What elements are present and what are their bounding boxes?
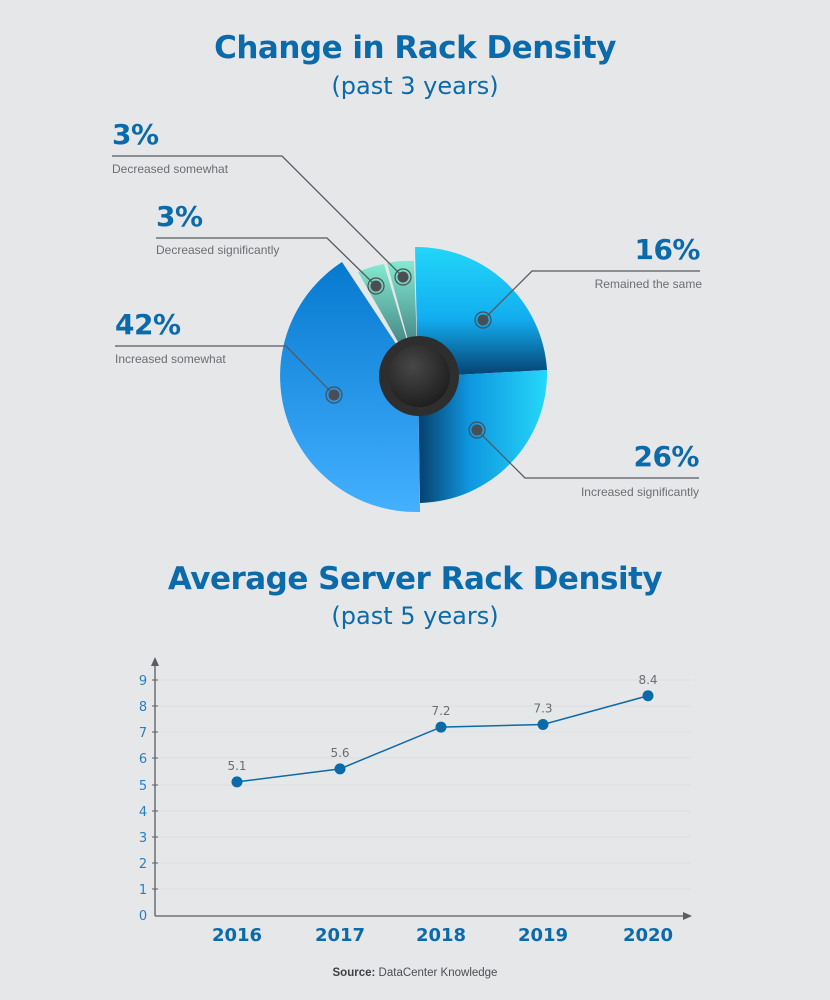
pct-increased-significantly: 26% — [633, 440, 699, 473]
line-chart-subtitle: (past 5 years) — [331, 602, 499, 630]
label-increased-significantly: Increased significantly — [580, 485, 699, 499]
source-note: Source: DataCenter Knowledge — [0, 967, 830, 979]
y-tick-label: 2 — [139, 857, 147, 872]
data-point — [435, 721, 447, 733]
pct-remained-same: 16% — [634, 233, 700, 266]
pie-chart-title: Change in Rack Density — [214, 30, 616, 66]
x-axis-arrow-icon — [683, 912, 692, 920]
y-tick-label: 6 — [139, 752, 147, 767]
x-tick-label: 2020 — [623, 925, 673, 946]
source-label: Source: — [332, 967, 376, 979]
hub-center — [388, 345, 450, 407]
label-decreased-significantly: Decreased significantly — [156, 243, 280, 257]
label-remained-same: Remained the same — [594, 277, 702, 291]
source-text: DataCenter Knowledge — [378, 967, 498, 979]
data-point-label: 5.6 — [330, 746, 349, 760]
pie-chart-subtitle: (past 3 years) — [331, 72, 499, 100]
line-chart: 0 1 2 3 4 5 6 7 8 9 5.1 5.6 7.2 7.3 8.4 2016… — [139, 657, 692, 946]
label-increased-somewhat: Increased somewhat — [115, 352, 226, 366]
pct-decreased-significantly: 3% — [156, 200, 203, 233]
y-tick-label: 0 — [139, 909, 147, 924]
x-tick-label: 2017 — [315, 925, 365, 946]
x-tick-label: 2019 — [518, 925, 568, 946]
y-tick-label: 5 — [139, 779, 147, 794]
pct-decreased-somewhat: 3% — [112, 118, 159, 151]
x-tick-label: 2018 — [416, 925, 466, 946]
label-decreased-somewhat: Decreased somewhat — [112, 162, 229, 176]
line-chart-title: Average Server Rack Density — [167, 561, 663, 597]
data-point-label: 7.2 — [431, 704, 450, 718]
slice-increased-somewhat — [280, 262, 420, 513]
data-point-label: 8.4 — [638, 673, 657, 687]
y-tick-label: 3 — [139, 831, 147, 846]
data-point — [642, 690, 654, 702]
pct-increased-somewhat: 42% — [115, 308, 181, 341]
y-tick-label: 9 — [139, 674, 147, 689]
y-axis-arrow-icon — [151, 657, 159, 666]
y-tick-label: 1 — [139, 883, 147, 898]
slice-markers — [325, 268, 492, 439]
data-point — [537, 718, 549, 730]
data-point — [334, 763, 346, 775]
y-tick-label: 4 — [139, 805, 147, 820]
data-points: 5.1 5.6 7.2 7.3 8.4 — [227, 673, 658, 788]
x-tick-label: 2016 — [212, 925, 262, 946]
data-point — [231, 776, 243, 788]
y-tick-label: 8 — [139, 700, 147, 715]
data-point-label: 7.3 — [533, 701, 552, 715]
y-tick-label: 7 — [139, 726, 147, 741]
data-point-label: 5.1 — [227, 759, 246, 773]
